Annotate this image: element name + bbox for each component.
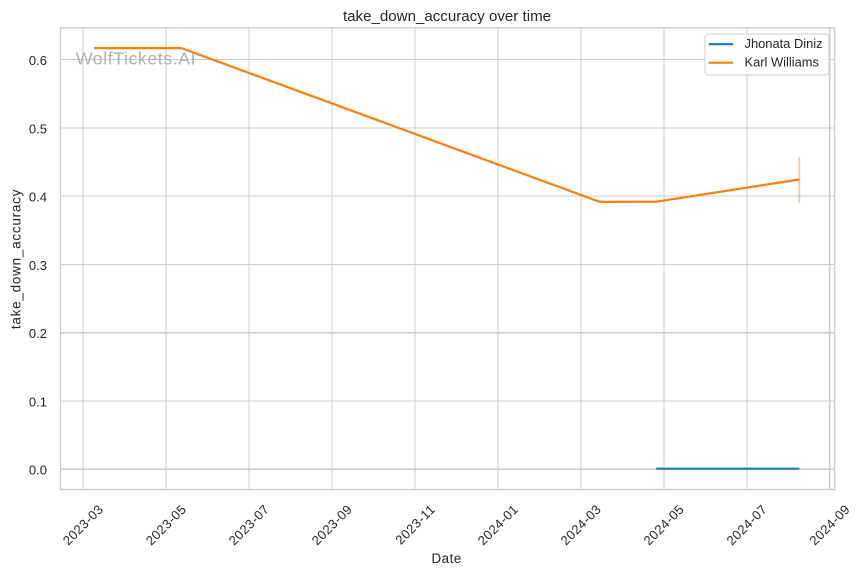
svg-text:0.2: 0.2 (29, 326, 47, 341)
svg-text:WolfTickets.AI: WolfTickets.AI (76, 48, 196, 68)
svg-text:Karl Williams: Karl Williams (745, 54, 819, 69)
svg-text:0.3: 0.3 (29, 258, 47, 273)
svg-text:Date: Date (431, 551, 462, 566)
svg-text:0.6: 0.6 (29, 53, 47, 68)
svg-text:0.0: 0.0 (29, 463, 47, 478)
svg-text:0.4: 0.4 (29, 190, 47, 205)
svg-text:take_down_accuracy over time: take_down_accuracy over time (343, 8, 551, 25)
svg-text:0.1: 0.1 (29, 394, 47, 409)
svg-text:0.5: 0.5 (29, 121, 47, 136)
svg-text:take_down_accuracy: take_down_accuracy (8, 189, 23, 329)
svg-text:Jhonata Diniz: Jhonata Diniz (745, 36, 823, 51)
